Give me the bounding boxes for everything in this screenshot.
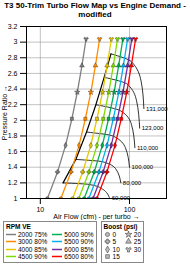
svg-text:1: 1 <box>14 195 18 202</box>
html-text:RPM VE: RPM VE <box>6 223 31 230</box>
svg-text:1.4: 1.4 <box>8 163 18 170</box>
svg-text:Pressure Ratio →: Pressure Ratio → <box>1 85 8 140</box>
svg-text:3: 3 <box>14 38 18 45</box>
svg-text:131,000: 131,000 <box>146 106 168 112</box>
svg-text:123,000: 123,000 <box>142 125 164 131</box>
html-text:5: 5 <box>112 238 117 245</box>
html-text:20: 20 <box>133 230 141 238</box>
html-text:Boost (psi): Boost (psi) <box>103 223 138 230</box>
html-text:2000 75%: 2000 75% <box>18 230 48 238</box>
svg-text:2: 2 <box>14 117 18 124</box>
svg-text:Air Flow (cfm) - per turbo →: Air Flow (cfm) - per turbo → <box>53 213 139 221</box>
svg-text:10: 10 <box>36 206 44 213</box>
html-text:6000 85%: 6000 85% <box>64 245 94 253</box>
html-text:5000 90%: 5000 90% <box>64 230 94 238</box>
svg-text:2.2: 2.2 <box>8 101 18 108</box>
svg-text:2.4: 2.4 <box>8 85 18 92</box>
svg-text:100,000: 100,000 <box>131 164 153 170</box>
html-text:0: 0 <box>112 230 117 238</box>
html-text:3000 80%: 3000 80% <box>18 238 48 245</box>
html-text:10: 10 <box>112 245 120 253</box>
svg-text:60,000: 60,000 <box>111 195 131 202</box>
html-text:T3 50-Trim Turbo Flow Map vs E: T3 50-Trim Turbo Flow Map vs Engine Dema… <box>4 1 186 19</box>
svg-text:2.6: 2.6 <box>8 70 18 77</box>
html-text:30: 30 <box>133 245 141 253</box>
html-text:25: 25 <box>133 238 141 245</box>
svg-text:3.2: 3.2 <box>8 23 18 30</box>
html-text:4500 90%: 4500 90% <box>18 253 48 260</box>
svg-text:1.6: 1.6 <box>8 148 18 155</box>
svg-text:1.2: 1.2 <box>8 179 18 186</box>
html-text:4000 85%: 4000 85% <box>18 245 48 253</box>
svg-text:100: 100 <box>123 206 136 214</box>
svg-text:110,000: 110,000 <box>137 145 159 151</box>
html-text:5500 90%: 5500 90% <box>64 238 94 245</box>
html-text:6500 80%: 6500 80% <box>64 253 94 260</box>
svg-text:1.8: 1.8 <box>8 132 18 139</box>
html-text:15: 15 <box>112 253 120 260</box>
svg-text:2.8: 2.8 <box>8 54 18 61</box>
svg-text:80,000: 80,000 <box>123 180 142 186</box>
